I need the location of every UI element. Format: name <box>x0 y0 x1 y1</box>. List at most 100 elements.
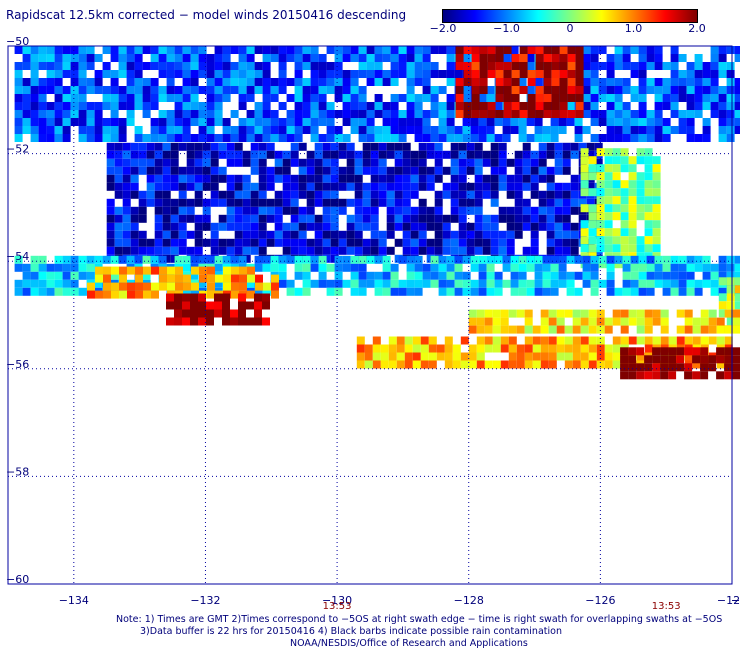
data-cell <box>70 46 79 54</box>
data-cell <box>302 78 311 86</box>
data-cell <box>546 174 555 183</box>
data-cell <box>562 142 571 151</box>
data-cell <box>450 142 459 151</box>
data-cell <box>254 86 263 94</box>
data-cell <box>398 287 407 296</box>
data-cell <box>530 150 539 159</box>
data-cell <box>546 150 555 159</box>
data-cell <box>548 360 557 369</box>
data-cell <box>662 102 671 110</box>
data-cell <box>410 214 419 223</box>
data-cell <box>46 134 55 142</box>
data-cell <box>506 246 515 255</box>
data-cell <box>239 266 247 275</box>
data-cell <box>644 371 653 380</box>
data-cell <box>342 78 351 86</box>
data-cell <box>678 255 687 264</box>
data-cell <box>511 110 520 118</box>
data-cell <box>386 150 395 159</box>
data-cell <box>503 62 512 70</box>
data-cell <box>582 70 591 78</box>
data-cell <box>562 206 571 215</box>
data-cell <box>314 174 323 183</box>
data-cell <box>270 46 279 54</box>
data-cell <box>302 46 311 54</box>
data-cell <box>138 230 147 239</box>
data-cell <box>458 238 467 247</box>
data-cell <box>70 54 79 62</box>
data-cell <box>294 118 303 126</box>
data-cell <box>246 62 255 70</box>
data-cell <box>734 118 740 126</box>
data-cell <box>692 360 701 369</box>
data-cell <box>358 110 367 118</box>
data-cell <box>450 198 459 207</box>
data-cell <box>382 102 391 110</box>
data-cell <box>382 134 391 142</box>
data-cell <box>134 94 143 102</box>
data-cell <box>612 360 621 369</box>
data-cell <box>718 94 727 102</box>
data-cell <box>636 236 645 245</box>
data-cell <box>370 198 379 207</box>
data-cell <box>106 238 115 247</box>
data-cell <box>102 126 111 134</box>
data-cell <box>326 110 335 118</box>
data-cell <box>118 134 127 142</box>
data-cell <box>70 271 79 280</box>
data-cell <box>54 46 63 54</box>
data-cell <box>606 134 615 142</box>
data-cell <box>86 134 95 142</box>
data-cell <box>476 317 485 326</box>
data-cell <box>302 86 311 94</box>
data-cell <box>628 188 637 197</box>
data-cell <box>622 102 631 110</box>
data-cell <box>346 166 355 175</box>
data-cell <box>540 317 549 326</box>
data-cell <box>726 317 735 326</box>
data-cell <box>710 271 719 280</box>
data-cell <box>14 287 23 296</box>
data-cell <box>14 255 23 264</box>
data-cell <box>262 255 271 264</box>
data-cell <box>686 86 695 94</box>
data-cell <box>142 134 151 142</box>
data-cell <box>463 110 472 118</box>
data-cell <box>54 255 63 264</box>
data-cell <box>396 360 405 369</box>
data-cell <box>724 309 733 318</box>
data-cell <box>572 360 581 369</box>
data-cell <box>175 274 183 283</box>
data-cell <box>254 110 263 118</box>
data-cell <box>564 352 573 361</box>
data-cell <box>266 214 275 223</box>
data-cell <box>22 78 31 86</box>
data-cell <box>154 206 163 215</box>
data-cell <box>458 166 467 175</box>
data-cell <box>166 94 175 102</box>
data-cell <box>194 182 203 191</box>
data-cell <box>282 238 291 247</box>
data-cell <box>214 134 223 142</box>
data-cell <box>290 214 299 223</box>
data-cell <box>500 309 509 318</box>
data-cell <box>362 166 371 175</box>
data-cell <box>588 344 597 353</box>
data-cell <box>522 222 531 231</box>
data-cell <box>518 271 527 280</box>
data-cell <box>575 46 584 54</box>
data-cell <box>476 336 485 345</box>
data-cell <box>604 317 613 326</box>
data-cell <box>254 293 262 302</box>
data-cell <box>471 102 480 110</box>
data-cell <box>234 198 243 207</box>
data-cell <box>644 228 653 237</box>
data-cell <box>710 102 719 110</box>
data-cell <box>210 246 219 255</box>
data-cell <box>382 46 391 54</box>
data-cell <box>388 344 397 353</box>
y-tick-label: −56 <box>6 358 29 371</box>
data-cell <box>654 78 663 86</box>
data-cell <box>78 102 87 110</box>
data-cell <box>302 54 311 62</box>
